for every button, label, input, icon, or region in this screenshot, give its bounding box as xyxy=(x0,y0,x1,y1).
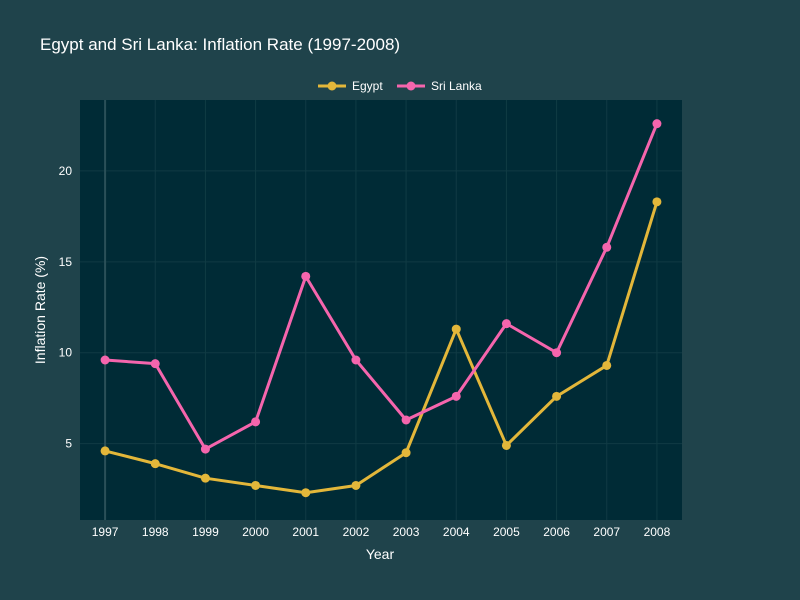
x-tick-label: 1999 xyxy=(192,525,219,539)
data-point-egypt[interactable] xyxy=(552,391,562,401)
data-point-sri-lanka[interactable] xyxy=(501,319,511,329)
series-line-egypt xyxy=(104,201,659,495)
data-point-sri-lanka[interactable] xyxy=(602,242,612,252)
legend-item-egypt[interactable]: Egypt xyxy=(318,79,383,93)
x-tick-label: 2002 xyxy=(343,525,370,539)
x-tick-label: 2001 xyxy=(292,525,319,539)
x-axis-title: Year xyxy=(366,546,395,562)
plot-area xyxy=(80,100,682,520)
data-point-egypt[interactable] xyxy=(602,360,612,370)
grid xyxy=(80,100,682,520)
x-tick-label: 2000 xyxy=(242,525,269,539)
x-tick-label: 2007 xyxy=(593,525,620,539)
series-egypt xyxy=(100,197,662,498)
x-tick-label: 2003 xyxy=(393,525,420,539)
data-point-sri-lanka[interactable] xyxy=(351,355,361,365)
data-point-sri-lanka[interactable] xyxy=(200,444,210,454)
data-point-egypt[interactable] xyxy=(401,448,411,458)
data-point-sri-lanka[interactable] xyxy=(401,415,411,425)
x-tick-label: 1997 xyxy=(92,525,119,539)
legend-label-egypt: Egypt xyxy=(352,79,383,93)
data-point-sri-lanka[interactable] xyxy=(251,417,261,427)
data-point-sri-lanka[interactable] xyxy=(652,119,662,129)
data-point-egypt[interactable] xyxy=(652,197,662,207)
data-point-egypt[interactable] xyxy=(100,446,110,456)
x-tick-label: 2005 xyxy=(493,525,520,539)
chart-title: Egypt and Sri Lanka: Inflation Rate (199… xyxy=(40,35,400,54)
x-tick-label: 1998 xyxy=(142,525,169,539)
data-point-egypt[interactable] xyxy=(501,440,511,450)
legend-item-sri-lanka[interactable]: Sri Lanka xyxy=(397,79,482,93)
data-point-sri-lanka[interactable] xyxy=(301,271,311,281)
y-axis-title: Inflation Rate (%) xyxy=(32,256,48,364)
data-point-sri-lanka[interactable] xyxy=(100,355,110,365)
legend-marker-sri-lanka xyxy=(406,81,416,91)
x-tick-label: 2004 xyxy=(443,525,470,539)
x-tick-label: 2008 xyxy=(644,525,671,539)
data-point-sri-lanka[interactable] xyxy=(552,348,562,358)
data-point-egypt[interactable] xyxy=(301,488,311,498)
series-line-sri-lanka xyxy=(104,123,659,451)
legend-marker-egypt xyxy=(327,81,337,91)
data-point-sri-lanka[interactable] xyxy=(451,391,461,401)
data-point-egypt[interactable] xyxy=(351,480,361,490)
x-tick-label: 2006 xyxy=(543,525,570,539)
data-point-egypt[interactable] xyxy=(200,473,210,483)
legend-label-sri-lanka: Sri Lanka xyxy=(431,79,482,93)
series-sri-lanka xyxy=(100,119,662,454)
y-tick-label: 10 xyxy=(59,346,73,360)
data-point-egypt[interactable] xyxy=(451,324,461,334)
y-tick-label: 15 xyxy=(59,255,73,269)
series-layer xyxy=(100,119,662,498)
y-axis-ticks: 5 10 15 20 xyxy=(59,164,73,451)
data-point-sri-lanka[interactable] xyxy=(150,359,160,369)
data-point-egypt[interactable] xyxy=(150,459,160,469)
x-axis-ticks: 1997 1998 1999 2000 2001 2002 2003 2004 2005 2006… xyxy=(92,525,671,539)
data-point-egypt[interactable] xyxy=(251,480,261,490)
y-tick-label: 5 xyxy=(65,437,72,451)
legend: Egypt Sri Lanka xyxy=(318,79,482,93)
y-tick-label: 20 xyxy=(59,164,73,178)
